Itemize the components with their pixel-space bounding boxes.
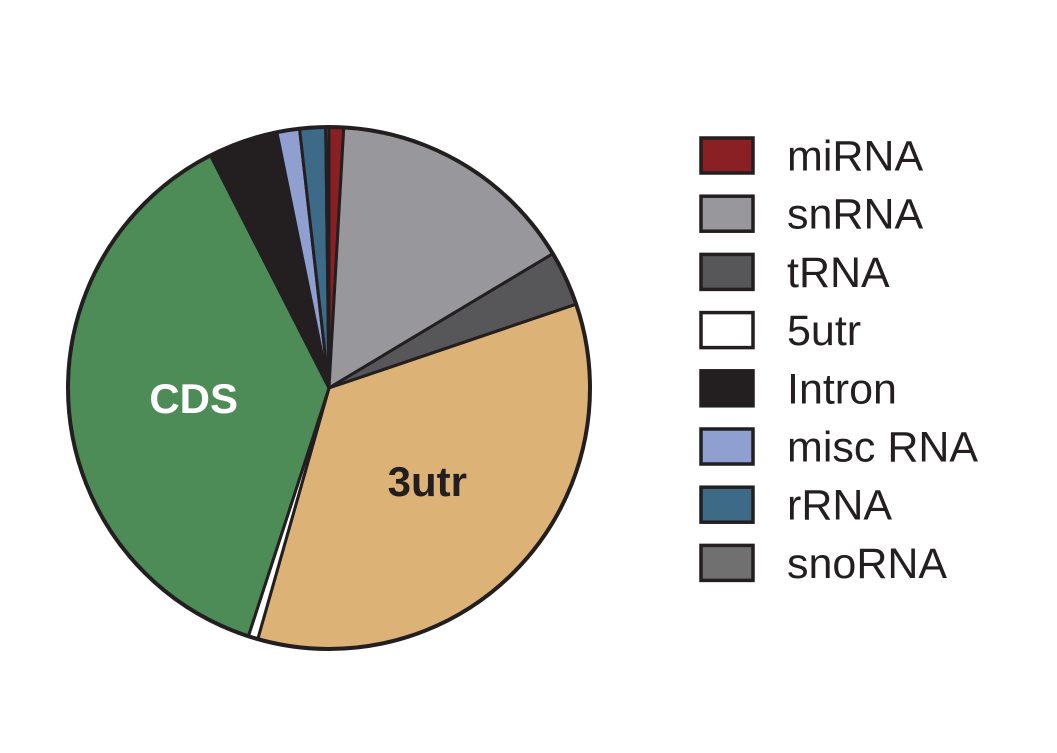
legend-label-intron: Intron (787, 365, 897, 413)
legend-swatch-intron (699, 369, 755, 408)
legend-item-rrna: rRNA (699, 482, 892, 530)
legend-swatch-mirna (699, 136, 755, 175)
legend-item-misc-rna: misc RNA (699, 424, 978, 472)
legend-item-snrna: snRNA (699, 191, 924, 239)
legend-item-trna: tRNA (699, 249, 890, 297)
pie-slices (66, 125, 592, 651)
pie-outline (66, 125, 592, 651)
legend-item-mirna: miRNA (699, 133, 923, 181)
legend-swatch-5utr (699, 310, 755, 350)
legend-label-snrna: snRNA (787, 191, 924, 239)
legend-swatch-trna (699, 252, 755, 292)
legend-label-5utr: 5utr (787, 307, 861, 355)
legend-label-mirna: miRNA (787, 133, 923, 181)
legend-item-intron: Intron (699, 365, 897, 413)
legend-swatch-rrna (699, 485, 755, 524)
legend-label-trna: tRNA (787, 249, 890, 297)
legend-swatch-snrna (699, 194, 755, 233)
legend-label-rrna: rRNA (787, 482, 892, 530)
legend-item-5utr: 5utr (699, 307, 861, 355)
pie-label-3utr: 3utr (388, 458, 467, 505)
legend-swatch-snorna (699, 543, 755, 583)
legend-label-snorna: snoRNA (787, 540, 947, 588)
legend: miRNA snRNA tRNA 5utr Intron misc RNA rRNA snoR… (699, 133, 978, 588)
legend-label-misc-rna: misc RNA (787, 424, 978, 472)
pie-inside-labels: 3utr CDS (149, 375, 467, 505)
pie-label-cds: CDS (149, 375, 238, 422)
legend-item-snorna: snoRNA (699, 540, 947, 588)
legend-swatch-misc-rna (699, 427, 755, 466)
